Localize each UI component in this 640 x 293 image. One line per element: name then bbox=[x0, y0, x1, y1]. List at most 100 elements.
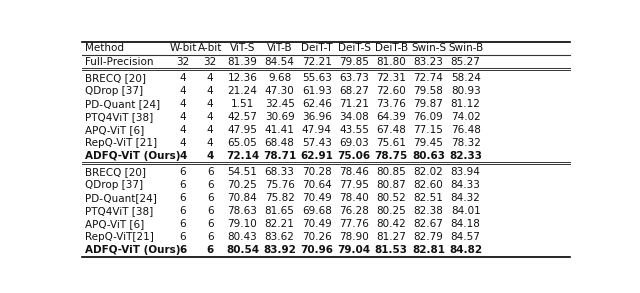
Text: Full-Precision: Full-Precision bbox=[86, 57, 154, 67]
Text: 71.21: 71.21 bbox=[339, 99, 369, 109]
Text: 47.95: 47.95 bbox=[227, 125, 257, 135]
Text: ViT-S: ViT-S bbox=[230, 43, 255, 53]
Text: APQ-ViT [6]: APQ-ViT [6] bbox=[86, 125, 145, 135]
Text: 81.27: 81.27 bbox=[376, 232, 406, 242]
Text: 80.52: 80.52 bbox=[376, 193, 406, 203]
Text: RepQ-ViT[21]: RepQ-ViT[21] bbox=[86, 232, 154, 242]
Text: 76.09: 76.09 bbox=[413, 112, 444, 122]
Text: DeiT-B: DeiT-B bbox=[374, 43, 408, 53]
Text: 77.95: 77.95 bbox=[339, 180, 369, 190]
Text: QDrop [37]: QDrop [37] bbox=[86, 180, 143, 190]
Text: 4: 4 bbox=[180, 86, 186, 96]
Text: 6: 6 bbox=[180, 193, 186, 203]
Text: 64.39: 64.39 bbox=[376, 112, 406, 122]
Text: 80.25: 80.25 bbox=[376, 206, 406, 216]
Text: 80.63: 80.63 bbox=[412, 151, 445, 161]
Text: 81.12: 81.12 bbox=[451, 99, 481, 109]
Text: Swin-B: Swin-B bbox=[448, 43, 483, 53]
Text: 4: 4 bbox=[180, 99, 186, 109]
Text: 63.73: 63.73 bbox=[339, 73, 369, 83]
Text: 78.46: 78.46 bbox=[339, 167, 369, 177]
Text: 55.63: 55.63 bbox=[302, 73, 332, 83]
Text: 4: 4 bbox=[207, 99, 214, 109]
Text: 6: 6 bbox=[180, 167, 186, 177]
Text: 70.28: 70.28 bbox=[302, 167, 332, 177]
Text: 84.82: 84.82 bbox=[449, 245, 482, 255]
Text: Method: Method bbox=[86, 43, 124, 53]
Text: 82.21: 82.21 bbox=[265, 219, 294, 229]
Text: 58.24: 58.24 bbox=[451, 73, 481, 83]
Text: 68.27: 68.27 bbox=[339, 86, 369, 96]
Text: 80.93: 80.93 bbox=[451, 86, 481, 96]
Text: 62.46: 62.46 bbox=[302, 99, 332, 109]
Text: 6: 6 bbox=[207, 232, 214, 242]
Text: 84.18: 84.18 bbox=[451, 219, 481, 229]
Text: 84.01: 84.01 bbox=[451, 206, 481, 216]
Text: 6: 6 bbox=[207, 167, 214, 177]
Text: 70.26: 70.26 bbox=[302, 232, 332, 242]
Text: 6: 6 bbox=[179, 245, 186, 255]
Text: 82.51: 82.51 bbox=[413, 193, 444, 203]
Text: 77.76: 77.76 bbox=[339, 219, 369, 229]
Text: 4: 4 bbox=[180, 125, 186, 135]
Text: 70.49: 70.49 bbox=[302, 219, 332, 229]
Text: ViT-B: ViT-B bbox=[267, 43, 292, 53]
Text: 72.60: 72.60 bbox=[376, 86, 406, 96]
Text: 21.24: 21.24 bbox=[227, 86, 257, 96]
Text: W-bit: W-bit bbox=[169, 43, 196, 53]
Text: 70.84: 70.84 bbox=[228, 193, 257, 203]
Text: 72.31: 72.31 bbox=[376, 73, 406, 83]
Text: 4: 4 bbox=[207, 125, 214, 135]
Text: 61.93: 61.93 bbox=[302, 86, 332, 96]
Text: 43.55: 43.55 bbox=[339, 125, 369, 135]
Text: 72.74: 72.74 bbox=[413, 73, 444, 83]
Text: 6: 6 bbox=[207, 180, 214, 190]
Text: 69.03: 69.03 bbox=[339, 138, 369, 148]
Text: PTQ4ViT [38]: PTQ4ViT [38] bbox=[86, 206, 154, 216]
Text: 4: 4 bbox=[207, 73, 214, 83]
Text: PD-Quant[24]: PD-Quant[24] bbox=[86, 193, 157, 203]
Text: 1.51: 1.51 bbox=[231, 99, 254, 109]
Text: 6: 6 bbox=[180, 219, 186, 229]
Text: 79.85: 79.85 bbox=[339, 57, 369, 67]
Text: 68.33: 68.33 bbox=[265, 167, 294, 177]
Text: 62.91: 62.91 bbox=[300, 151, 333, 161]
Text: 47.30: 47.30 bbox=[265, 86, 294, 96]
Text: 4: 4 bbox=[207, 138, 214, 148]
Text: 84.54: 84.54 bbox=[265, 57, 294, 67]
Text: 78.75: 78.75 bbox=[374, 151, 408, 161]
Text: 70.49: 70.49 bbox=[302, 193, 332, 203]
Text: 84.33: 84.33 bbox=[451, 180, 481, 190]
Text: 70.25: 70.25 bbox=[228, 180, 257, 190]
Text: 78.63: 78.63 bbox=[227, 206, 257, 216]
Text: 4: 4 bbox=[207, 151, 214, 161]
Text: 30.69: 30.69 bbox=[265, 112, 294, 122]
Text: 75.06: 75.06 bbox=[337, 151, 371, 161]
Text: 83.23: 83.23 bbox=[413, 57, 444, 67]
Text: 34.08: 34.08 bbox=[339, 112, 369, 122]
Text: 81.39: 81.39 bbox=[227, 57, 257, 67]
Text: 75.76: 75.76 bbox=[265, 180, 294, 190]
Text: 9.68: 9.68 bbox=[268, 73, 291, 83]
Text: 6: 6 bbox=[180, 232, 186, 242]
Text: 42.57: 42.57 bbox=[227, 112, 257, 122]
Text: 6: 6 bbox=[207, 219, 214, 229]
Text: 6: 6 bbox=[207, 193, 214, 203]
Text: 4: 4 bbox=[207, 86, 214, 96]
Text: 82.33: 82.33 bbox=[449, 151, 482, 161]
Text: 79.58: 79.58 bbox=[413, 86, 444, 96]
Text: 82.67: 82.67 bbox=[413, 219, 444, 229]
Text: 12.36: 12.36 bbox=[227, 73, 257, 83]
Text: 4: 4 bbox=[180, 112, 186, 122]
Text: 70.64: 70.64 bbox=[302, 180, 332, 190]
Text: 65.05: 65.05 bbox=[228, 138, 257, 148]
Text: 54.51: 54.51 bbox=[227, 167, 257, 177]
Text: 73.76: 73.76 bbox=[376, 99, 406, 109]
Text: 81.53: 81.53 bbox=[375, 245, 408, 255]
Text: APQ-ViT [6]: APQ-ViT [6] bbox=[86, 219, 145, 229]
Text: 6: 6 bbox=[180, 206, 186, 216]
Text: 74.02: 74.02 bbox=[451, 112, 481, 122]
Text: 78.32: 78.32 bbox=[451, 138, 481, 148]
Text: 79.45: 79.45 bbox=[413, 138, 444, 148]
Text: ADFQ-ViT (Ours): ADFQ-ViT (Ours) bbox=[86, 151, 181, 161]
